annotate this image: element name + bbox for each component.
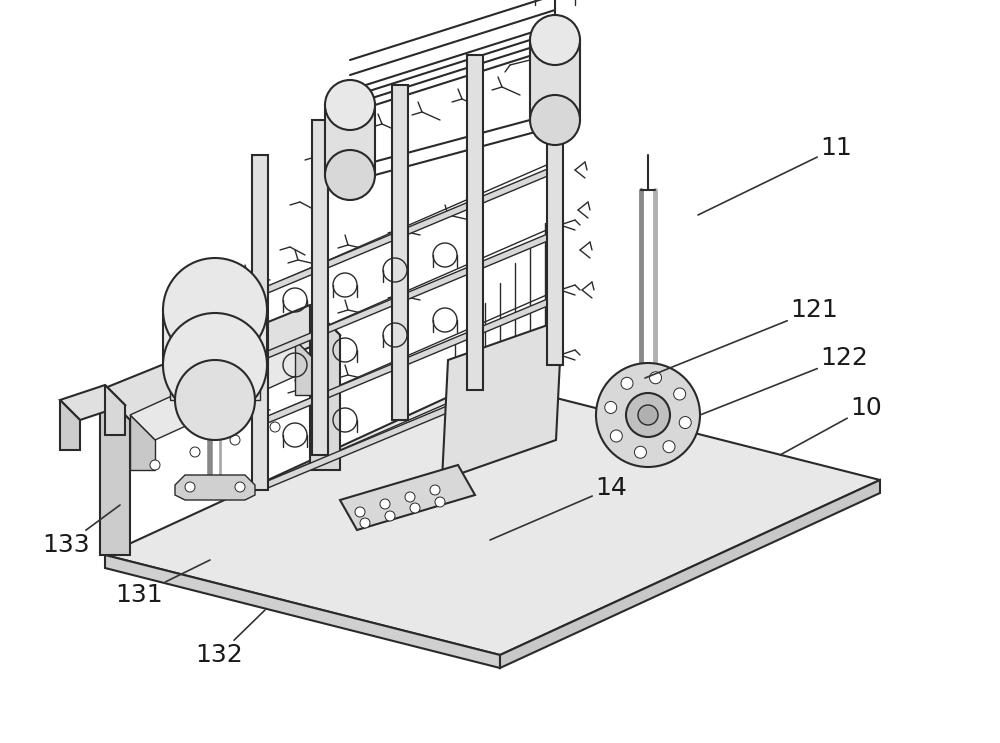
Polygon shape <box>530 40 580 120</box>
Circle shape <box>270 422 280 432</box>
Circle shape <box>674 388 686 400</box>
Polygon shape <box>60 385 125 420</box>
Polygon shape <box>105 385 125 435</box>
Polygon shape <box>175 475 255 500</box>
Circle shape <box>530 95 580 145</box>
Text: 131: 131 <box>115 560 210 607</box>
Circle shape <box>405 492 415 502</box>
Circle shape <box>175 360 255 440</box>
Circle shape <box>190 447 200 457</box>
Polygon shape <box>312 120 328 455</box>
Polygon shape <box>105 380 880 655</box>
Circle shape <box>163 313 267 417</box>
Circle shape <box>360 518 370 528</box>
Circle shape <box>663 441 675 452</box>
Circle shape <box>380 499 390 509</box>
Polygon shape <box>392 85 408 420</box>
Text: 132: 132 <box>195 610 265 667</box>
Circle shape <box>385 511 395 521</box>
Circle shape <box>610 430 622 442</box>
Circle shape <box>430 485 440 495</box>
Circle shape <box>325 150 375 200</box>
Circle shape <box>410 503 420 513</box>
Circle shape <box>185 482 195 492</box>
Polygon shape <box>340 465 475 530</box>
Polygon shape <box>547 25 563 365</box>
Polygon shape <box>258 295 562 425</box>
Circle shape <box>530 15 580 65</box>
Circle shape <box>435 497 445 507</box>
Circle shape <box>605 401 617 413</box>
Polygon shape <box>442 320 562 480</box>
Polygon shape <box>325 105 375 175</box>
Text: 121: 121 <box>645 298 838 378</box>
Polygon shape <box>295 340 320 395</box>
Polygon shape <box>500 480 880 668</box>
Circle shape <box>163 258 267 362</box>
Circle shape <box>638 405 658 425</box>
Polygon shape <box>170 365 260 400</box>
Polygon shape <box>258 360 562 490</box>
Circle shape <box>230 435 240 445</box>
Text: 133: 133 <box>42 505 120 557</box>
Polygon shape <box>130 340 320 440</box>
Polygon shape <box>100 305 340 420</box>
Polygon shape <box>105 555 500 668</box>
Circle shape <box>355 507 365 517</box>
Circle shape <box>621 377 633 389</box>
Circle shape <box>626 393 670 437</box>
Polygon shape <box>163 310 267 365</box>
Text: 14: 14 <box>490 476 627 540</box>
Polygon shape <box>258 230 562 360</box>
Polygon shape <box>258 165 562 295</box>
Polygon shape <box>130 415 155 470</box>
Polygon shape <box>252 155 268 490</box>
Polygon shape <box>310 305 340 470</box>
Text: 10: 10 <box>780 396 882 455</box>
Circle shape <box>150 460 160 470</box>
Polygon shape <box>100 390 130 555</box>
Circle shape <box>235 482 245 492</box>
Polygon shape <box>60 400 80 450</box>
Circle shape <box>325 80 375 130</box>
Circle shape <box>679 417 691 429</box>
Text: 122: 122 <box>700 346 868 415</box>
Text: 11: 11 <box>698 136 852 215</box>
Polygon shape <box>467 55 483 390</box>
Circle shape <box>650 372 662 383</box>
Circle shape <box>596 363 700 467</box>
Circle shape <box>634 447 646 458</box>
